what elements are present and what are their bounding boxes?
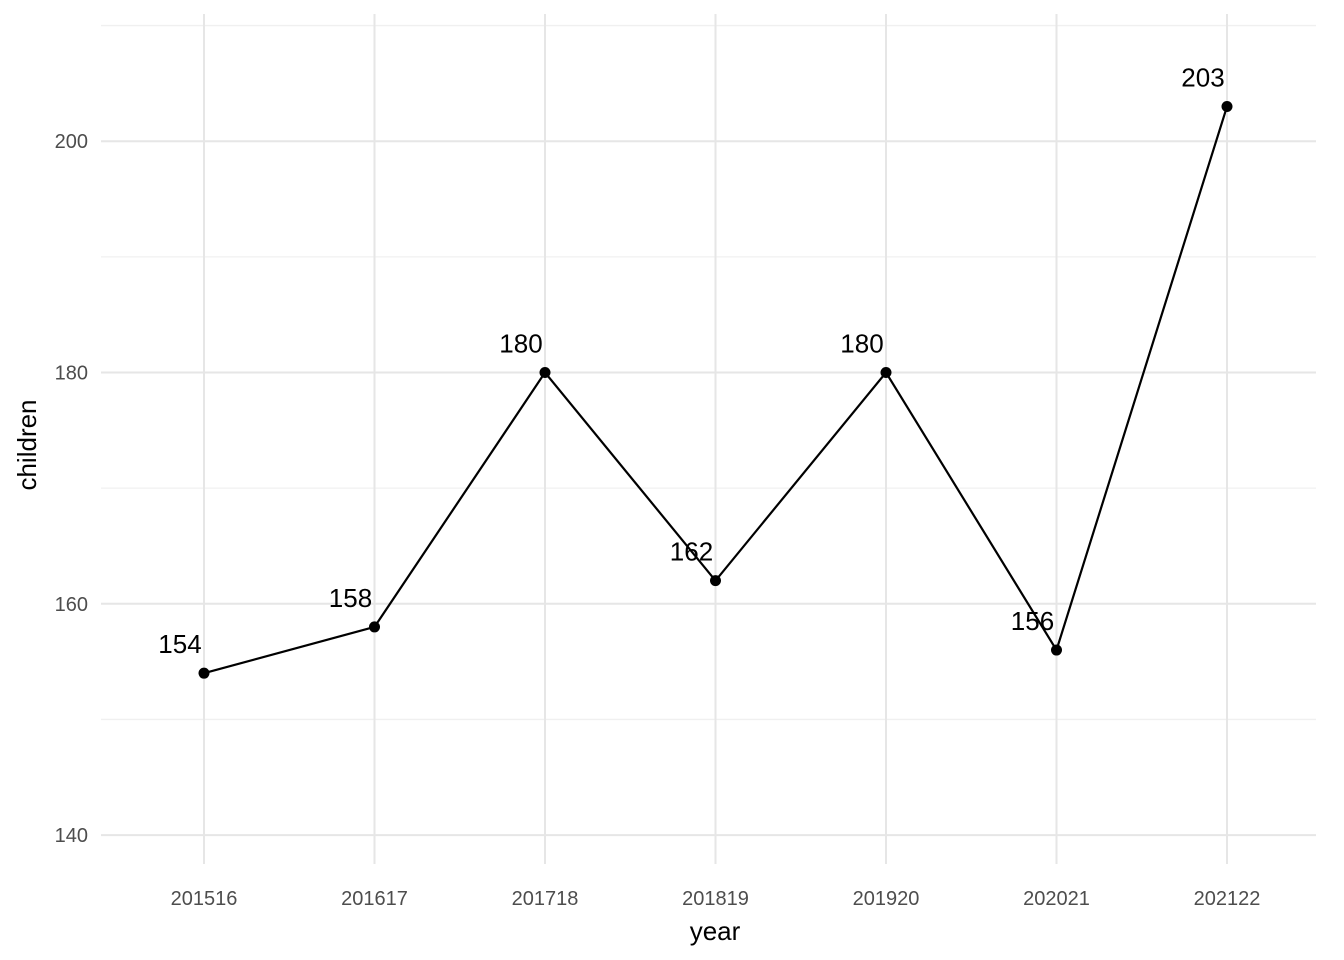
x-tick-label: 201718 <box>512 888 579 910</box>
data-point <box>1221 101 1233 113</box>
y-tick-label: 200 <box>55 131 88 153</box>
data-label: 156 <box>1011 606 1054 636</box>
x-tick-label: 201819 <box>682 888 749 910</box>
x-tick-label: 201920 <box>853 888 920 910</box>
data-label: 158 <box>329 583 372 613</box>
data-point <box>1051 644 1062 656</box>
data-point <box>539 367 551 379</box>
x-tick-label: 202021 <box>1023 888 1090 910</box>
x-axis-title: year <box>690 916 741 946</box>
data-label: 154 <box>158 629 201 659</box>
data-label: 180 <box>499 329 542 359</box>
y-axis-title: children <box>12 399 42 490</box>
data-label: 180 <box>840 329 883 359</box>
data-label: 203 <box>1181 63 1224 93</box>
data-point <box>710 575 721 587</box>
x-tick-label: 201516 <box>171 888 238 910</box>
y-tick-label: 180 <box>55 363 88 385</box>
y-tick-label: 160 <box>55 594 88 616</box>
axis-layer: year children 140 160 180 200 201516 201617 20… <box>12 131 1260 946</box>
x-tick-label: 201617 <box>341 888 408 910</box>
series-layer <box>198 101 1233 679</box>
x-tick-label: 202122 <box>1194 888 1261 910</box>
data-point <box>198 667 210 679</box>
grid-layer <box>101 14 1316 864</box>
data-point <box>369 621 380 633</box>
y-tick-label: 140 <box>55 825 88 847</box>
data-label-layer: 154 158 180 162 180 156 203 <box>158 63 1224 660</box>
data-label: 162 <box>670 537 713 567</box>
data-point <box>880 367 892 379</box>
